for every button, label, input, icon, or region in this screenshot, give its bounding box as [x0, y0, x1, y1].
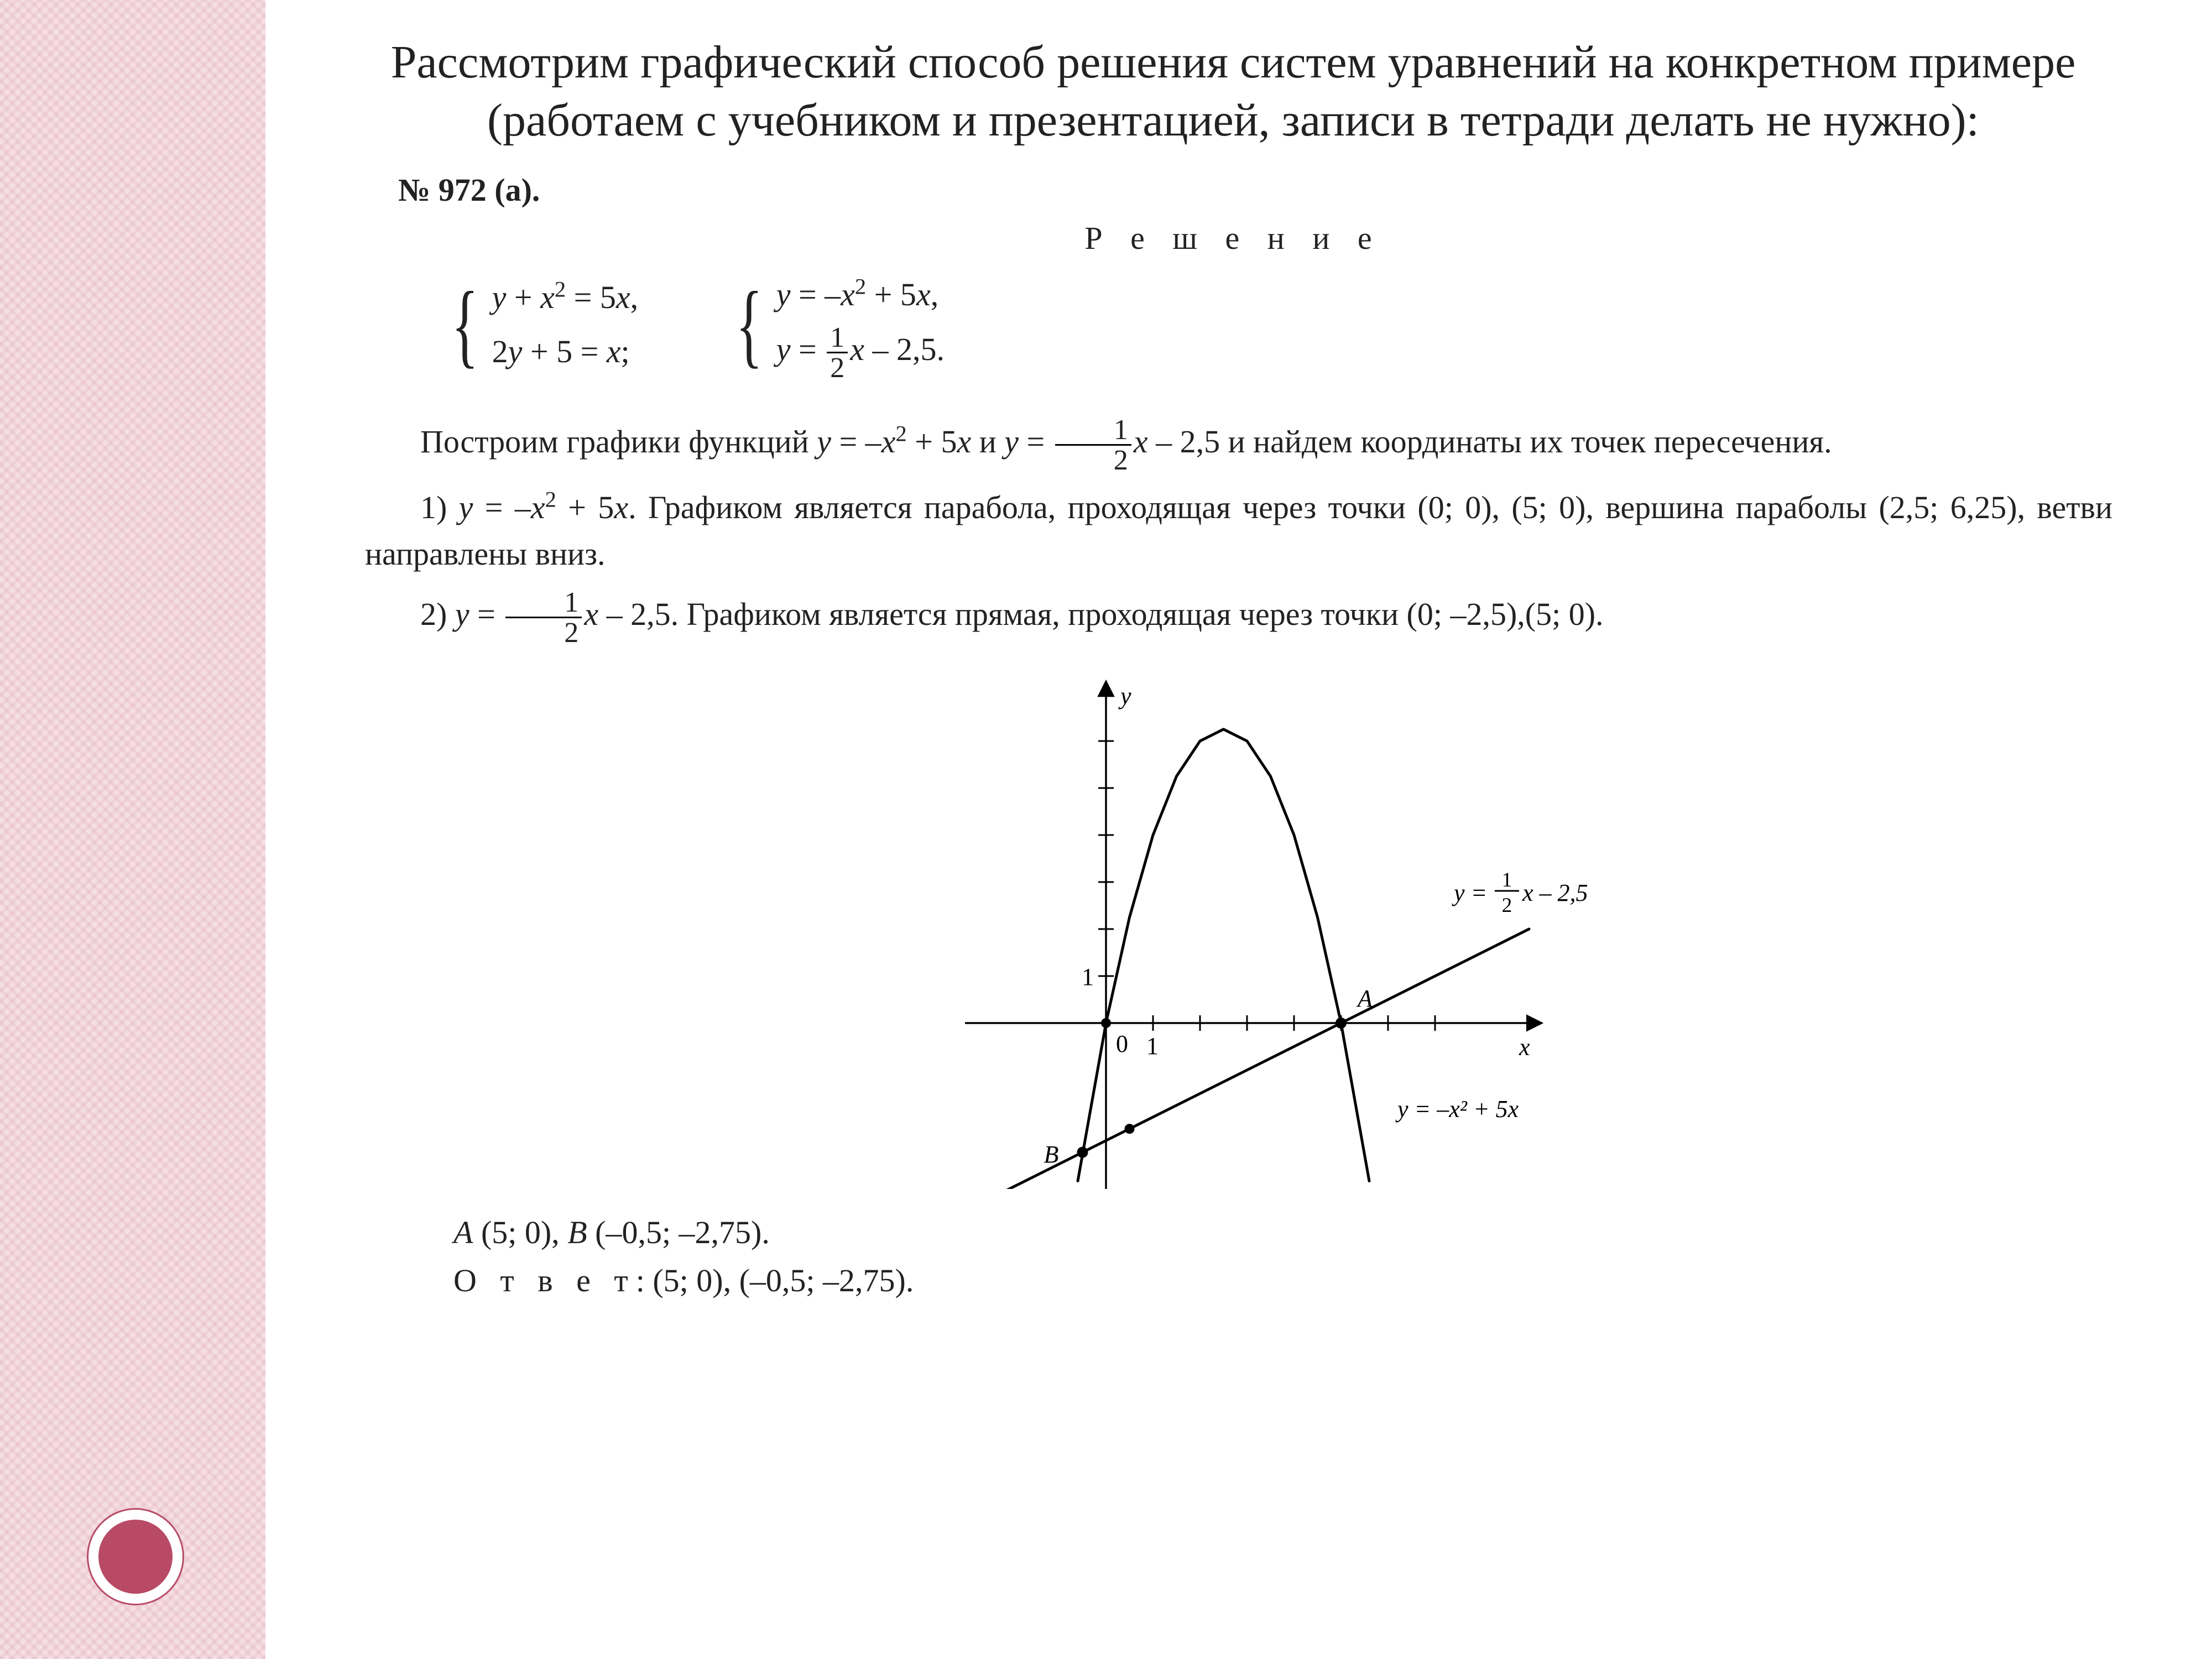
body-text: Построим графики функций y = –x2 + 5x и … [365, 415, 2112, 647]
svg-text:0: 0 [1116, 1030, 1128, 1057]
decorative-sidebar [0, 0, 265, 1659]
sys2-line2: y = 12x – 2,5. [776, 322, 945, 382]
sys1-line2: 2y + 5 = x; [492, 325, 638, 379]
content-area: Рассмотрим графический способ решения си… [265, 0, 2212, 1659]
slide: Рассмотрим графический способ решения си… [0, 0, 2212, 1659]
system-transformed: { y = –x2 + 5x, y = 12x – 2,5. [727, 268, 945, 382]
answer-line: О т в е т: (5; 0), (–0,5; –2,75). [453, 1256, 2135, 1305]
problem-number: № 972 (а). [398, 171, 2135, 208]
system-original: { y + x2 = 5x, 2y + 5 = x; [442, 268, 638, 382]
svg-text:1: 1 [1502, 869, 1512, 891]
graph-container: yx011ABy = 12x – 2,5y = –x² + 5x [332, 664, 2135, 1192]
answer-block: A (5; 0), B (–0,5; –2,75). О т в е т: (5… [453, 1208, 2135, 1305]
svg-text:A: A [1356, 985, 1373, 1012]
equation-systems: { y + x2 = 5x, 2y + 5 = x; { y = –x2 + 5… [442, 268, 2135, 382]
brace-icon: { [451, 292, 478, 358]
solution-label: Р е ш е н и е [332, 220, 2135, 257]
svg-text:x – 2,5: x – 2,5 [1522, 879, 1588, 906]
paragraph-2: 2) y = 12x – 2,5. Графиком является прям… [365, 588, 2112, 647]
svg-text:B: B [1044, 1141, 1059, 1168]
points-line: A (5; 0), B (–0,5; –2,75). [453, 1208, 2135, 1256]
svg-text:y = –x² + 5x: y = –x² + 5x [1395, 1095, 1519, 1123]
graph-svg: yx011ABy = 12x – 2,5y = –x² + 5x [818, 664, 1648, 1189]
svg-text:y: y [1118, 682, 1131, 709]
svg-text:2: 2 [1502, 894, 1512, 917]
nav-circle-button[interactable] [88, 1510, 182, 1604]
svg-text:x: x [1519, 1034, 1530, 1061]
sys2-line1: y = –x2 + 5x, [776, 268, 945, 322]
brace-icon: { [735, 292, 763, 358]
intro-paragraph: Построим графики функций y = –x2 + 5x и … [365, 415, 2112, 474]
sys1-line1: y + x2 = 5x, [492, 270, 638, 325]
page-title: Рассмотрим графический способ решения си… [332, 33, 2135, 149]
paragraph-1: 1) y = –x2 + 5x. Графиком является параб… [365, 484, 2112, 577]
svg-text:1: 1 [1146, 1032, 1159, 1060]
svg-text:1: 1 [1082, 963, 1094, 990]
svg-text:y =: y = [1452, 879, 1487, 906]
